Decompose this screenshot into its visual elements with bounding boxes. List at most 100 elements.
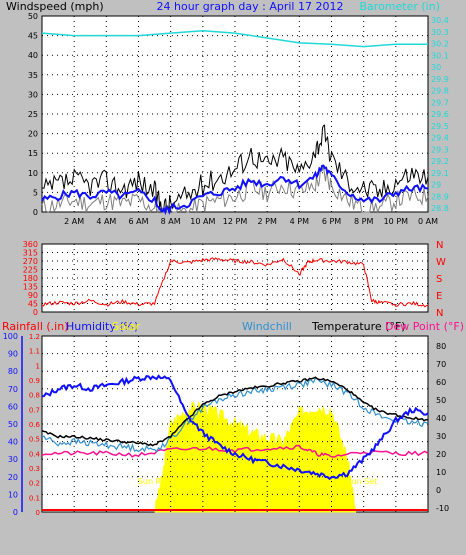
rain-tick-label: 0.3 bbox=[29, 465, 40, 473]
humidity-tick-label: 10 bbox=[8, 490, 18, 499]
time-tick-label: 2 PM bbox=[257, 217, 276, 226]
compass-tick-label: N bbox=[436, 240, 443, 251]
direction-plot-area bbox=[41, 243, 429, 313]
windspeed-tick-label: 0 bbox=[33, 208, 38, 217]
humidity-tick-label: 60 bbox=[8, 402, 18, 411]
time-tick-label: 12 PM bbox=[223, 217, 248, 226]
humidity-tick-label: 80 bbox=[8, 367, 18, 376]
time-tick-label: 4 PM bbox=[290, 217, 309, 226]
barometer-tick-label: 29 bbox=[431, 181, 441, 190]
time-tick-label: 4 AM bbox=[96, 217, 116, 226]
direction-tick-label: 360 bbox=[23, 240, 38, 249]
direction-tick-label: 315 bbox=[23, 249, 38, 258]
barometer-tick-label: 28.8 bbox=[431, 204, 449, 213]
compass-tick-label: W bbox=[436, 257, 446, 268]
temperature-tick-label: 40 bbox=[436, 414, 446, 423]
windchill-line bbox=[41, 377, 429, 453]
humidity-tick-label: 50 bbox=[8, 420, 18, 429]
humidity-line bbox=[41, 374, 429, 481]
time-tick-label: 8 AM bbox=[161, 217, 181, 226]
humidity-tick-label: 100 bbox=[3, 332, 18, 341]
windchill-label: Windchill bbox=[242, 320, 292, 333]
rain-tick-label: 0.7 bbox=[29, 406, 40, 414]
compass-tick-label: N bbox=[436, 308, 443, 319]
wind-gust-line bbox=[41, 124, 429, 213]
temperature-tick-label: 10 bbox=[436, 468, 446, 477]
barometer-line bbox=[41, 29, 428, 48]
time-tick-label: 10 AM bbox=[190, 217, 215, 226]
rain-tick-label: 1.1 bbox=[29, 348, 40, 356]
windspeed-tick-label: 20 bbox=[28, 130, 38, 139]
direction-tick-label: 45 bbox=[28, 300, 38, 309]
windspeed-tick-label: 40 bbox=[28, 51, 38, 60]
barometer-tick-label: 30.1 bbox=[431, 51, 449, 60]
time-tick-label: 8 PM bbox=[354, 217, 373, 226]
barometer-tick-label: 30.2 bbox=[431, 40, 449, 49]
temperature-tick-label: 30 bbox=[436, 432, 446, 441]
temperature-tick-label: 60 bbox=[436, 378, 446, 387]
humidity-tick-label: 30 bbox=[8, 455, 18, 464]
temperature-label: Temperature (°F) bbox=[311, 320, 406, 333]
rain-tick-label: 1 bbox=[36, 362, 40, 370]
barometer-axis-label: Barometer (in) bbox=[360, 0, 441, 13]
direction-tick-label: 135 bbox=[23, 283, 38, 292]
rain-tick-label: 1.2 bbox=[29, 333, 40, 341]
temperature-tick-label: -10 bbox=[436, 504, 449, 513]
wind-average-line bbox=[41, 164, 429, 216]
time-tick-label: 6 PM bbox=[322, 217, 341, 226]
barometer-tick-label: 29.5 bbox=[431, 122, 449, 131]
rain-tick-label: 0.2 bbox=[29, 480, 40, 488]
temperature-tick-label: 20 bbox=[436, 450, 446, 459]
humidity-tick-label: 90 bbox=[8, 350, 18, 359]
rain-tick-label: 0.1 bbox=[29, 494, 40, 502]
barometer-tick-label: 28.9 bbox=[431, 192, 449, 201]
wind-direction-line bbox=[41, 257, 429, 308]
time-tick-label: 0 AM bbox=[418, 217, 438, 226]
direction-tick-label: 90 bbox=[28, 291, 38, 300]
temperature-tick-label: 50 bbox=[436, 396, 446, 405]
direction-tick-label: 180 bbox=[23, 274, 38, 283]
direction-tick-label: 225 bbox=[23, 266, 38, 275]
sun-rise-label: Sun Rise bbox=[138, 477, 173, 486]
rainfall-label: Rainfall (.in) bbox=[2, 320, 69, 333]
time-tick-label: 2 AM bbox=[64, 217, 84, 226]
windspeed-tick-label: 15 bbox=[28, 149, 38, 158]
temperature-tick-label: 80 bbox=[436, 342, 446, 351]
time-tick-label: 10 PM bbox=[384, 217, 409, 226]
barometer-tick-label: 29.1 bbox=[431, 169, 449, 178]
windspeed-tick-label: 10 bbox=[28, 169, 38, 178]
windspeed-tick-label: 25 bbox=[28, 110, 38, 119]
direction-tick-label: 0 bbox=[33, 308, 38, 317]
temperature-line bbox=[41, 376, 429, 447]
barometer-tick-label: 29.9 bbox=[431, 75, 449, 84]
rain-tick-label: 0.8 bbox=[29, 392, 40, 400]
barometer-tick-label: 30.4 bbox=[431, 16, 449, 25]
barometer-tick-label: 30 bbox=[431, 63, 441, 72]
temperature-tick-label: 0 bbox=[436, 486, 441, 495]
rain-tick-label: 0.4 bbox=[29, 450, 41, 458]
sun-set-label: Sun Set bbox=[346, 477, 377, 486]
humidity-tick-label: 70 bbox=[8, 385, 18, 394]
rain-tick-label: 0.5 bbox=[29, 436, 40, 444]
humidity-tick-label: 0 bbox=[13, 508, 18, 517]
windspeed-tick-label: 30 bbox=[28, 90, 38, 99]
temperature-tick-label: 70 bbox=[436, 360, 446, 369]
barometer-tick-label: 29.4 bbox=[431, 134, 449, 143]
rain-tick-label: 0.6 bbox=[29, 421, 41, 429]
windspeed-axis-label: Windspeed (mph) bbox=[6, 0, 104, 13]
wind-plot-area bbox=[41, 15, 429, 213]
windspeed-tick-label: 50 bbox=[28, 12, 38, 21]
dew-point-label: Dew Point (°F) bbox=[385, 320, 464, 333]
rain-tick-label: 0.9 bbox=[29, 377, 40, 385]
time-tick-label: 6 AM bbox=[128, 217, 148, 226]
barometer-tick-label: 29.2 bbox=[431, 157, 449, 166]
windspeed-tick-label: 35 bbox=[28, 71, 38, 80]
compass-tick-label: E bbox=[436, 291, 442, 302]
humidity-tick-label: 20 bbox=[8, 473, 18, 482]
wind-raw-line bbox=[41, 166, 429, 214]
compass-tick-label: S bbox=[436, 274, 442, 285]
solar-label: Solar bbox=[112, 320, 141, 333]
barometer-tick-label: 29.6 bbox=[431, 110, 449, 119]
